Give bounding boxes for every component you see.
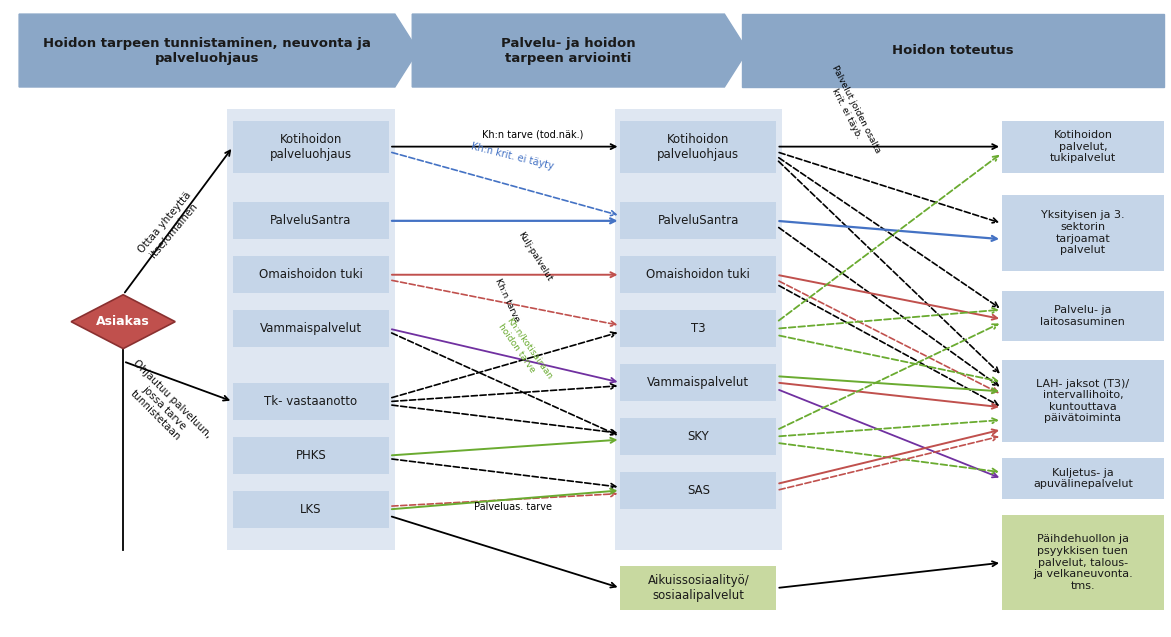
Text: PalveluSantra: PalveluSantra xyxy=(271,214,351,227)
Text: Omaishoidon tuki: Omaishoidon tuki xyxy=(646,268,751,282)
Text: Kh:n krit. ei täyty: Kh:n krit. ei täyty xyxy=(470,141,555,171)
Text: Yksityisen ja 3.
sektorin
tarjoamat
palvelut: Yksityisen ja 3. sektorin tarjoamat palv… xyxy=(1041,210,1124,255)
Polygon shape xyxy=(71,295,176,348)
FancyBboxPatch shape xyxy=(1002,291,1164,341)
Text: PHKS: PHKS xyxy=(296,449,327,462)
Text: Omaishoidon tuki: Omaishoidon tuki xyxy=(259,268,363,282)
FancyBboxPatch shape xyxy=(233,256,389,293)
FancyBboxPatch shape xyxy=(233,120,389,173)
FancyBboxPatch shape xyxy=(233,437,389,474)
Text: SAS: SAS xyxy=(687,484,710,497)
FancyBboxPatch shape xyxy=(227,109,395,550)
FancyBboxPatch shape xyxy=(621,120,776,173)
Text: Kh:n/kotisairaan
hoidon tarve: Kh:n/kotisairaan hoidon tarve xyxy=(497,316,555,387)
Text: Ottaa yhteyttä
itse/omainen: Ottaa yhteyttä itse/omainen xyxy=(137,190,203,263)
FancyBboxPatch shape xyxy=(1002,458,1164,499)
Text: Vammaispalvelut: Vammaispalvelut xyxy=(648,376,749,389)
Text: SKY: SKY xyxy=(687,430,710,443)
FancyBboxPatch shape xyxy=(621,472,776,509)
FancyBboxPatch shape xyxy=(621,364,776,401)
Text: Hoidon tarpeen tunnistaminen, neuvonta ja
palveluohjaus: Hoidon tarpeen tunnistaminen, neuvonta j… xyxy=(43,36,371,64)
Text: Kotihoidon
palveluohjaus: Kotihoidon palveluohjaus xyxy=(271,132,352,161)
FancyBboxPatch shape xyxy=(233,491,389,528)
Text: Kotihoidon
palveluohjaus: Kotihoidon palveluohjaus xyxy=(657,132,739,161)
Text: Aikuissosiaalityö/
sosiaalipalvelut: Aikuissosiaalityö/ sosiaalipalvelut xyxy=(648,574,749,602)
FancyBboxPatch shape xyxy=(621,310,776,347)
FancyBboxPatch shape xyxy=(1002,515,1164,610)
Text: Ohjautuu palveluun,
jossa tarve
tunnistetaan: Ohjautuu palveluun, jossa tarve tunniste… xyxy=(115,358,213,457)
FancyBboxPatch shape xyxy=(621,256,776,293)
FancyBboxPatch shape xyxy=(621,418,776,455)
Polygon shape xyxy=(19,14,418,87)
FancyBboxPatch shape xyxy=(615,109,782,550)
FancyBboxPatch shape xyxy=(1002,195,1164,271)
Text: Kotihoidon
palvelut,
tukipalvelut: Kotihoidon palvelut, tukipalvelut xyxy=(1049,130,1116,163)
Polygon shape xyxy=(412,14,747,87)
Text: Asiakas: Asiakas xyxy=(96,315,150,328)
FancyBboxPatch shape xyxy=(621,566,776,610)
Polygon shape xyxy=(741,14,1164,87)
Text: Tk- vastaanotto: Tk- vastaanotto xyxy=(265,395,357,408)
Text: Palveluas. tarve: Palveluas. tarve xyxy=(473,502,552,512)
Text: Kuljetus- ja
apuvälinepalvelut: Kuljetus- ja apuvälinepalvelut xyxy=(1033,468,1132,489)
Text: LKS: LKS xyxy=(300,503,322,516)
FancyBboxPatch shape xyxy=(1002,360,1164,442)
Text: Kh:n tarve: Kh:n tarve xyxy=(493,277,521,324)
Text: LAH- jaksot (T3)/
intervallihoito,
kuntouttava
päivätoiminta: LAH- jaksot (T3)/ intervallihoito, kunto… xyxy=(1036,378,1130,424)
FancyBboxPatch shape xyxy=(621,203,776,240)
Text: Päihdehuollon ja
psyykkisen tuen
palvelut, talous-
ja velkaneuvonta.
tms.: Päihdehuollon ja psyykkisen tuen palvelu… xyxy=(1033,534,1132,591)
Text: T3: T3 xyxy=(691,322,706,335)
FancyBboxPatch shape xyxy=(1002,120,1164,173)
Text: Kh:n tarve (tod.näk.): Kh:n tarve (tod.näk.) xyxy=(481,130,583,140)
Text: Kulj-palvelut: Kulj-palvelut xyxy=(516,230,554,282)
Text: Palvelut joiden osalta
krit. ei täyb.: Palvelut joiden osalta krit. ei täyb. xyxy=(821,64,882,159)
FancyBboxPatch shape xyxy=(233,203,389,240)
Text: PalveluSantra: PalveluSantra xyxy=(658,214,739,227)
FancyBboxPatch shape xyxy=(233,310,389,347)
Text: Palvelu- ja
laitosasuminen: Palvelu- ja laitosasuminen xyxy=(1041,305,1125,327)
Text: Palvelu- ja hoidon
tarpeen arviointi: Palvelu- ja hoidon tarpeen arviointi xyxy=(501,36,636,64)
FancyBboxPatch shape xyxy=(233,383,389,420)
Text: Vammaispalvelut: Vammaispalvelut xyxy=(260,322,362,335)
Text: Hoidon toteutus: Hoidon toteutus xyxy=(892,44,1014,57)
